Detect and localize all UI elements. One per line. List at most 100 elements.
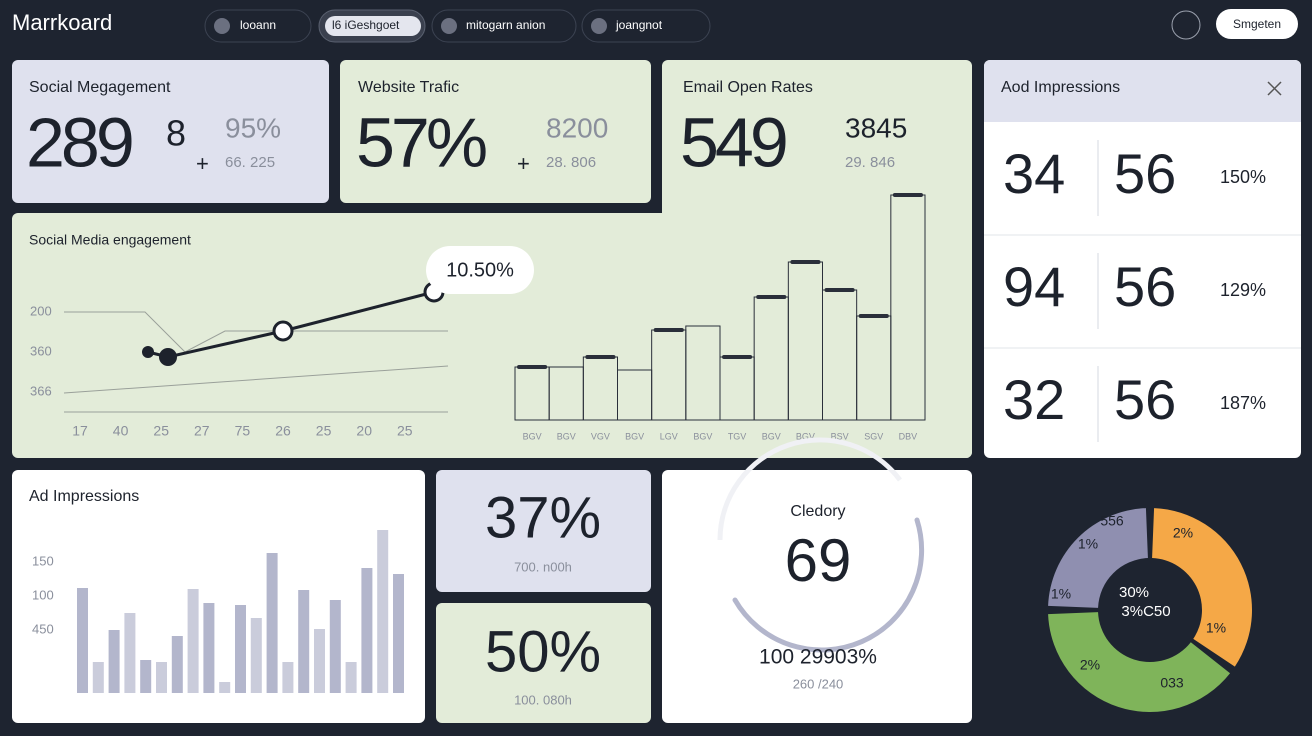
card-stat: 8200: [546, 112, 608, 143]
gauge-track: [717, 437, 902, 541]
chart-title: Social Media engagement: [29, 232, 191, 248]
x-label: DBV: [899, 431, 918, 441]
cell: 187%: [1220, 393, 1266, 413]
bar: [393, 574, 404, 693]
card-value: 57%: [356, 103, 486, 181]
donut-center: 30%: [1119, 584, 1149, 601]
x-label: BGV: [625, 431, 644, 441]
card-value: 289: [26, 103, 132, 181]
x-label: BGV: [762, 431, 781, 441]
chart-panel: [12, 213, 972, 458]
card-value: 37%: [485, 485, 601, 550]
tab-active: [325, 16, 421, 36]
cell: 129%: [1220, 280, 1266, 300]
x-label: BSV: [831, 431, 849, 441]
tab[interactable]: [204, 9, 312, 43]
card-title: Email Open Rates: [683, 79, 813, 96]
x-label: 40: [113, 423, 129, 439]
x-label: TGV: [728, 431, 747, 441]
gauge-stat: 100 29903%: [759, 646, 877, 669]
tab[interactable]: [431, 9, 577, 43]
card-plus: +: [196, 151, 209, 176]
avatar[interactable]: [1171, 10, 1201, 40]
bar: [187, 589, 199, 693]
card-stat: 95%: [225, 112, 281, 143]
card-sup: 8: [166, 113, 186, 154]
tab[interactable]: [581, 9, 711, 43]
bar: [156, 662, 167, 693]
close-icon[interactable]: [1267, 81, 1282, 96]
engagement-axis: 200 360 366 17 40 25 27 75 26 25 20 25: [30, 303, 413, 438]
card-stat: 3845: [845, 112, 907, 143]
bar: [171, 636, 183, 693]
donut-label: 1%: [1078, 536, 1098, 552]
x-label: 26: [275, 423, 291, 439]
gauge-sub: 260 /240: [793, 676, 844, 691]
card: [12, 60, 329, 203]
y-label: 200: [30, 303, 52, 318]
bar: [329, 600, 341, 693]
donut-label: 2%: [1173, 525, 1193, 541]
line: [147, 290, 435, 359]
donut-label: 1%: [1206, 620, 1226, 636]
cell: 94: [1003, 255, 1065, 318]
donut-label: 1%: [1051, 586, 1071, 602]
y-label: 150: [32, 553, 54, 568]
tabs: looann l6 iGeshgoet mitogarn anion joang…: [204, 9, 711, 43]
card-value: 50%: [485, 619, 601, 684]
bar: [124, 613, 136, 693]
y-label: 100: [32, 587, 54, 602]
gauge-title: Cledory: [790, 503, 845, 520]
chart-title: Ad Impressions: [29, 488, 139, 505]
y-label: 366: [30, 383, 52, 398]
cell: 32: [1003, 368, 1065, 431]
bar: [361, 568, 373, 693]
table-header: [984, 60, 1301, 122]
donut-label: 033: [1160, 675, 1184, 691]
x-label: 25: [153, 423, 169, 439]
x-label: SGV: [864, 431, 883, 441]
table-card: [984, 60, 1301, 458]
bar: [219, 682, 231, 693]
cell: 56: [1114, 255, 1176, 318]
cell: 150%: [1220, 167, 1266, 187]
x-label: BGV: [523, 431, 542, 441]
donut-label: 556: [1100, 513, 1124, 529]
bar: [235, 605, 246, 693]
card-value: 549: [680, 103, 786, 181]
bar: [282, 662, 294, 693]
donut-slice: [1152, 508, 1252, 667]
button[interactable]: [1216, 9, 1298, 39]
bar: [298, 590, 310, 693]
card-sub: 29. 846: [845, 154, 895, 171]
point: [159, 348, 177, 366]
x-label: 27: [194, 423, 210, 439]
card: [436, 470, 651, 592]
logo: Marrkoard: [12, 10, 112, 35]
step-chart: BGV BGV VGV BGV LGV BGV TGV BGV BGV BSV SGV DBV: [514, 193, 926, 441]
tab-label: looann: [240, 18, 276, 32]
table-rows: 34 56 150% 94 56 129% 32 56 187%: [984, 140, 1301, 442]
donut-label: 2%: [1080, 657, 1100, 673]
card-plus: +: [517, 151, 530, 176]
x-label: 25: [316, 423, 332, 439]
bar: [250, 618, 262, 693]
tab-icon: [214, 18, 230, 34]
bar: [314, 629, 325, 693]
donut-slice: [1048, 508, 1148, 608]
card-title: Website Trafic: [358, 79, 459, 96]
x-label: 75: [235, 423, 251, 439]
x-label: BGV: [796, 431, 815, 441]
tab-label: l6 iGeshgoet: [332, 18, 400, 32]
card-title: Social Megagement: [29, 79, 171, 96]
y-label: 450: [32, 621, 54, 636]
card-sub: 66. 225: [225, 154, 275, 171]
x-label: 25: [397, 423, 413, 439]
cell: 56: [1114, 368, 1176, 431]
table-title: Aod Impressions: [1001, 79, 1120, 96]
y-label: 360: [30, 343, 52, 358]
bar: [345, 662, 357, 693]
card: [436, 603, 651, 723]
bar: [92, 662, 104, 693]
